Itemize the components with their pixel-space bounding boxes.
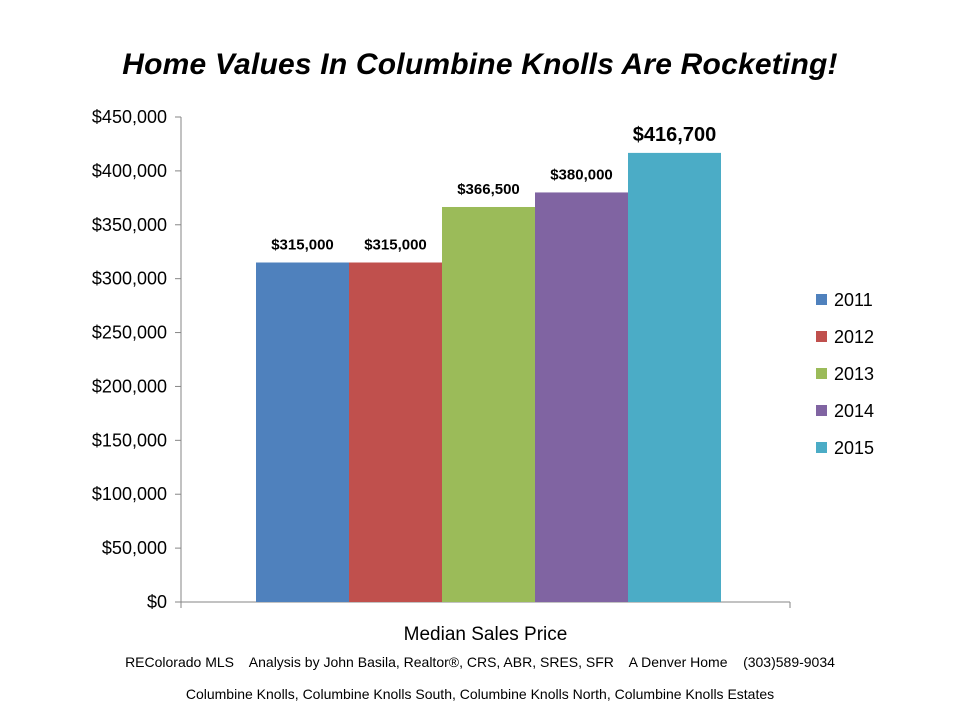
y-tick-label: $250,000 xyxy=(92,323,167,343)
y-tick-label: $450,000 xyxy=(92,107,167,127)
y-tick-label: $50,000 xyxy=(102,538,167,558)
legend-label-2012: 2012 xyxy=(834,327,874,347)
data-label-2013: $366,500 xyxy=(457,181,520,198)
data-label-2012: $315,000 xyxy=(364,237,427,254)
legend-swatch-2011 xyxy=(816,294,827,305)
y-tick-label: $150,000 xyxy=(92,430,167,450)
legend-label-2013: 2013 xyxy=(834,364,874,384)
bar-2012 xyxy=(349,262,442,602)
legend-swatch-2012 xyxy=(816,331,827,342)
legend-swatch-2015 xyxy=(816,442,827,453)
y-tick-label: $200,000 xyxy=(92,376,167,396)
bar-2011 xyxy=(256,262,349,602)
y-tick-label: $350,000 xyxy=(92,215,167,235)
data-label-2015: $416,700 xyxy=(633,124,716,146)
legend-label-2014: 2014 xyxy=(834,401,874,421)
data-label-2014: $380,000 xyxy=(550,166,613,183)
y-tick-label: $400,000 xyxy=(92,161,167,181)
y-tick-label: $300,000 xyxy=(92,269,167,289)
footer-source-line: REColorado MLS Analysis by John Basila, … xyxy=(125,654,835,670)
x-axis-label: Median Sales Price xyxy=(404,624,568,645)
legend-swatch-2014 xyxy=(816,405,827,416)
bar-2013 xyxy=(442,206,535,602)
legend-label-2011: 2011 xyxy=(834,290,873,310)
y-tick-label: $100,000 xyxy=(92,484,167,504)
legend-label-2015: 2015 xyxy=(834,438,874,458)
data-label-2011: $315,000 xyxy=(271,237,334,254)
chart-title: Home Values In Columbine Knolls Are Rock… xyxy=(122,48,838,81)
footer-areas-line: Columbine Knolls, Columbine Knolls South… xyxy=(185,686,775,702)
y-tick-label: $0 xyxy=(147,592,167,612)
bar-2014 xyxy=(535,192,628,602)
bar-2015 xyxy=(628,152,721,602)
legend-swatch-2013 xyxy=(816,368,827,379)
